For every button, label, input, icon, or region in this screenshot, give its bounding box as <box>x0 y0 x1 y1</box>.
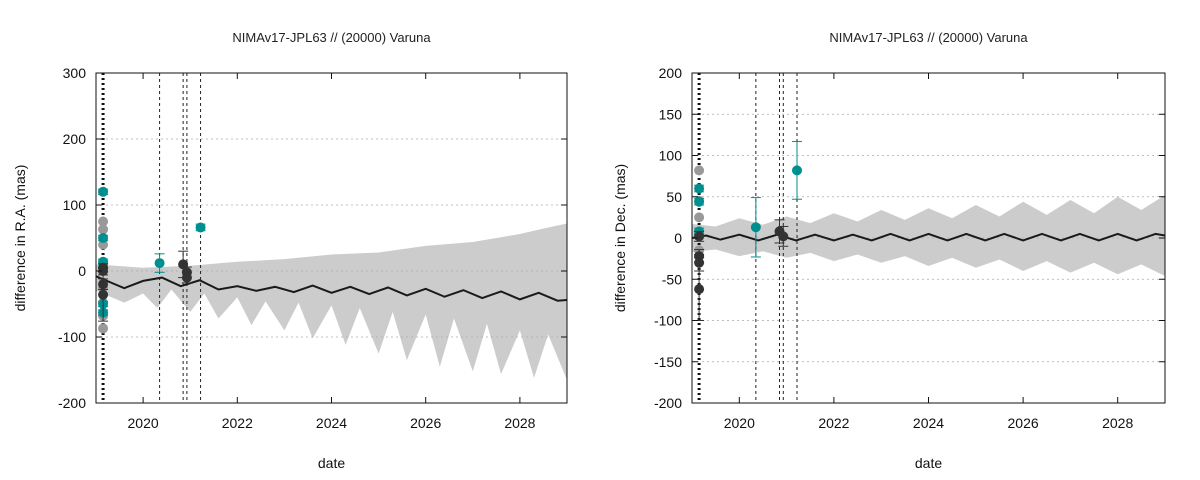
y-tick-label: 50 <box>666 189 682 205</box>
x-tick-label: 2024 <box>316 415 347 431</box>
y-tick-label: -200 <box>58 395 86 411</box>
plot-area <box>692 73 1165 403</box>
data-point <box>195 222 206 233</box>
y-tick-label: -200 <box>654 395 682 411</box>
data-point <box>181 272 192 283</box>
chart-title: NIMAv17-JPL63 // (20000) Varuna <box>829 30 1028 45</box>
x-tick-label: 2022 <box>222 415 253 431</box>
x-axis-label: date <box>915 455 942 471</box>
y-tick-label: 100 <box>659 148 683 164</box>
data-point <box>694 183 705 194</box>
data-point <box>694 231 705 242</box>
y-tick-label: -150 <box>654 354 682 370</box>
y-tick-label: -100 <box>654 313 682 329</box>
chart-title: NIMAv17-JPL63 // (20000) Varuna <box>232 30 431 45</box>
x-axis-label: date <box>318 455 345 471</box>
y-tick-label: 200 <box>63 131 87 147</box>
y-tick-label: 150 <box>659 106 683 122</box>
x-tick-label: 2026 <box>1008 415 1039 431</box>
data-point <box>792 165 803 176</box>
data-point <box>750 222 761 233</box>
y-tick-label: 300 <box>63 65 87 81</box>
model-line <box>96 275 567 302</box>
x-tick-label: 2022 <box>818 415 849 431</box>
y-tick-label: 0 <box>78 263 86 279</box>
data-point <box>98 233 109 243</box>
data-point <box>98 224 109 235</box>
y-tick-label: 0 <box>674 230 682 246</box>
uncertainty-band <box>692 195 1165 276</box>
data-point <box>98 186 109 197</box>
x-tick-label: 2028 <box>1102 415 1133 431</box>
data-point <box>694 284 705 295</box>
data-point <box>154 258 165 269</box>
x-tick-label: 2020 <box>724 415 755 431</box>
x-tick-label: 2024 <box>913 415 944 431</box>
model-line <box>692 232 1165 242</box>
y-tick-label: 200 <box>659 65 683 81</box>
data-point <box>778 231 789 242</box>
y-axis-label: difference in Dec. (mas) <box>612 164 628 312</box>
x-tick-label: 2026 <box>410 415 441 431</box>
data-point <box>98 323 109 334</box>
x-tick-label: 2028 <box>504 415 535 431</box>
x-tick-label: 2020 <box>128 415 159 431</box>
plot-area <box>96 73 567 403</box>
y-tick-label: -50 <box>662 271 682 287</box>
chart-ra: NIMAv17-JPL63 // (20000) Varuna -200 -100 0… <box>12 30 568 471</box>
data-point <box>98 216 109 227</box>
y-axis-label: difference in R.A. (mas) <box>12 165 28 312</box>
y-tick-label: -100 <box>58 329 86 345</box>
data-point <box>694 196 705 207</box>
data-point <box>694 165 705 176</box>
chart-dec: NIMAv17-JPL63 // (20000) Varuna -200 -150 -… <box>612 30 1166 471</box>
data-point <box>694 212 705 223</box>
uncertainty-band <box>96 223 567 380</box>
data-point <box>98 289 109 300</box>
y-tick-label: 100 <box>63 197 87 213</box>
